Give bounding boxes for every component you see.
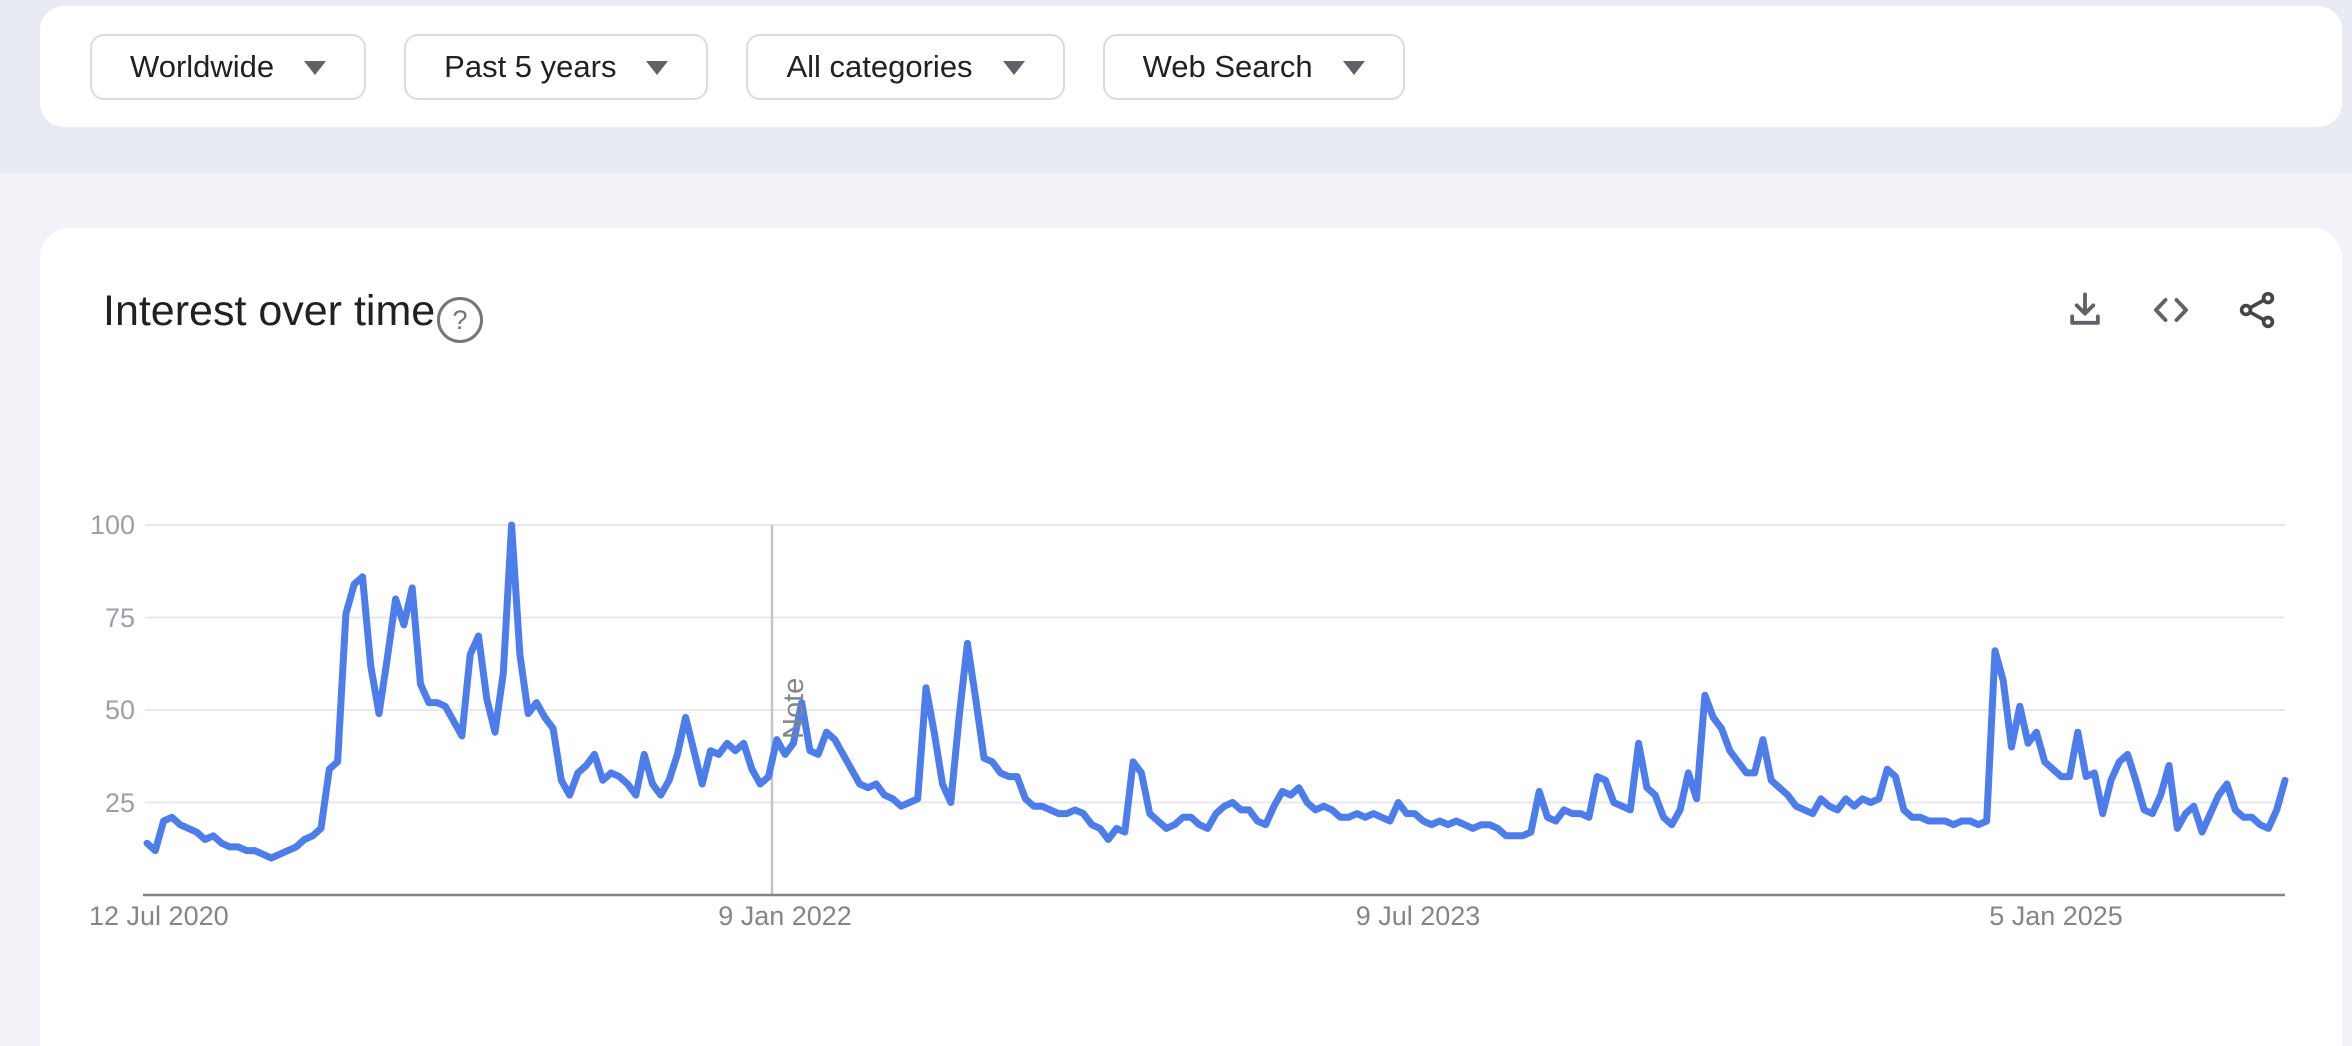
chevron-down-icon: [304, 61, 327, 75]
help-icon[interactable]: ?: [437, 297, 483, 343]
chevron-down-icon: [1002, 61, 1025, 75]
code-icon: [2149, 288, 2193, 332]
geo-filter-dropdown[interactable]: Worldwide: [90, 33, 367, 100]
page-title: Interest over time: [103, 287, 436, 335]
category-filter-dropdown[interactable]: All categories: [746, 33, 1065, 100]
download-icon: [2063, 288, 2107, 332]
search-type-filter-dropdown[interactable]: Web Search: [1102, 33, 1405, 100]
share-button[interactable]: [2232, 285, 2282, 335]
question-mark: ?: [452, 304, 468, 335]
x-axis-tick-label: 9 Jul 2023: [1355, 901, 1481, 931]
download-button[interactable]: [2060, 285, 2110, 335]
search-type-filter-label: Web Search: [1142, 48, 1313, 84]
note-annotation-label[interactable]: Note: [778, 677, 810, 739]
chart-toolbar: [2060, 285, 2282, 335]
y-axis-tick-label: 100: [89, 510, 135, 540]
x-axis-tick-label: 12 Jul 2020: [89, 901, 229, 931]
category-filter-label: All categories: [786, 48, 973, 84]
interest-over-time-card: [40, 228, 2342, 1046]
y-axis-tick-label: 25: [104, 787, 135, 818]
x-axis-tick-label: 9 Jan 2022: [718, 901, 852, 931]
geo-filter-label: Worldwide: [130, 48, 275, 84]
share-icon: [2235, 288, 2279, 332]
y-axis-tick-label: 75: [104, 602, 135, 633]
time-filter-dropdown[interactable]: Past 5 years: [404, 33, 709, 100]
y-axis-tick-label: 50: [104, 695, 135, 725]
embed-button[interactable]: [2146, 285, 2196, 335]
x-axis-tick-label: 5 Jan 2025: [1989, 901, 2123, 931]
filter-bar: Worldwide Past 5 years All categories We…: [40, 6, 2342, 127]
time-filter-label: Past 5 years: [444, 48, 617, 84]
chevron-down-icon: [1342, 61, 1365, 75]
chevron-down-icon: [646, 61, 669, 75]
